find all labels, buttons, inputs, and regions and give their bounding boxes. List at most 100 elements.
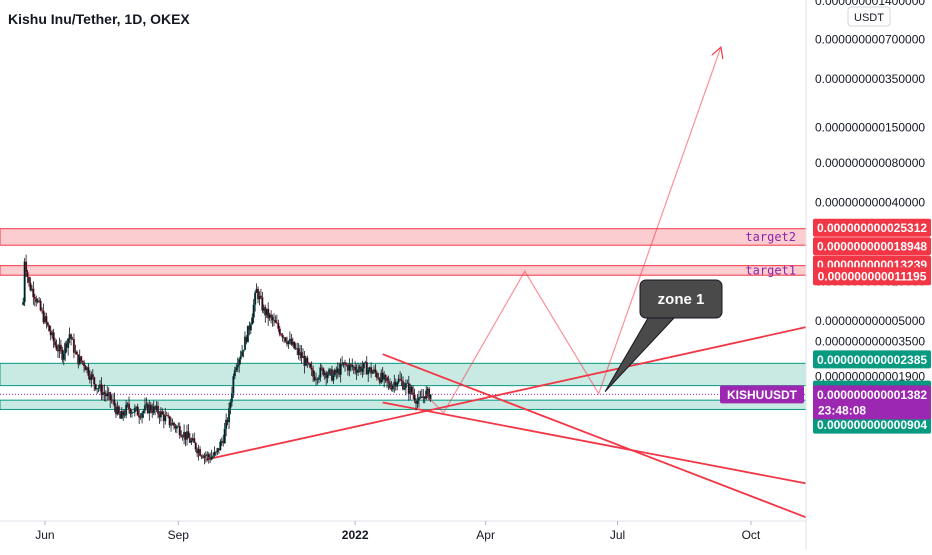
candle-body [300, 351, 303, 359]
candle-body [307, 362, 310, 364]
candle-body [225, 419, 228, 430]
y-tick-label: 0.000000000040000 [815, 196, 925, 210]
candle-body [156, 405, 160, 415]
candle-body [67, 338, 70, 348]
x-tick-label: Apr [476, 528, 495, 542]
candle-body [235, 367, 238, 371]
y-tick-label: 0.000000000080000 [815, 156, 925, 170]
candle-body [267, 308, 270, 319]
candle-body [348, 364, 351, 371]
zone1-callout-box [639, 279, 723, 319]
candle-body [238, 359, 241, 366]
candle-body [193, 438, 196, 443]
time-axis[interactable]: Jun Sep 2022 Apr Jul Oct [35, 521, 761, 542]
support-low-tag-bg [813, 415, 931, 434]
candle-body [161, 411, 164, 415]
candle-body [277, 323, 280, 329]
candle-body [319, 367, 322, 378]
y-tick-label: 0.000000000001900 [815, 369, 925, 383]
candle-body [339, 363, 342, 375]
candle-body [81, 361, 84, 363]
candle-body [310, 367, 313, 370]
candle-body [287, 340, 290, 345]
candles-layer [22, 254, 432, 465]
candle-body [320, 367, 323, 369]
y-tick-label: 0.000000000350000 [815, 72, 925, 86]
candle-body [170, 424, 173, 426]
candle-body [45, 315, 48, 323]
candle-body [326, 374, 329, 379]
candle-body [354, 366, 357, 371]
candle-body [48, 325, 51, 332]
candle-body [133, 407, 136, 413]
candle-body [123, 415, 126, 417]
tag-support-upper-high: 0.000000000002385 [817, 353, 927, 367]
trendline-falling-lower [382, 401, 807, 485]
candle-body [167, 415, 170, 417]
candle-body [293, 341, 296, 349]
candle-body [27, 276, 31, 283]
candle-body [284, 337, 287, 342]
candle-body [313, 376, 316, 381]
x-tick-label: Jul [610, 528, 625, 542]
current-price-tag: 0.000000000001382 [817, 388, 927, 402]
candle-body [149, 404, 152, 412]
candle-body [236, 365, 239, 368]
candle-body [39, 300, 42, 311]
candle-body [417, 397, 420, 401]
projection-path [424, 48, 721, 414]
candle-body [87, 366, 90, 377]
chart-title: Kishu Inu/Tether, 1D, OKEX [8, 11, 190, 27]
candle-body [249, 324, 252, 331]
candle-body [33, 297, 36, 299]
support-low-tag: 0.000000000000904 [817, 418, 927, 432]
candle-body [388, 382, 392, 389]
tag-target1-low: 0.000000000011195 [818, 270, 927, 284]
candle-body [365, 362, 368, 375]
tag-target1-low-bg [813, 267, 931, 286]
candle-body [122, 411, 125, 416]
candle-body [113, 399, 116, 407]
candle-body [55, 345, 58, 350]
candle-body [254, 292, 257, 305]
candle-body [403, 387, 406, 390]
candle-body [199, 448, 202, 456]
candle-body [261, 297, 264, 311]
candle-body [396, 382, 399, 387]
candle-body [172, 422, 176, 426]
candle-body [242, 349, 245, 352]
candle-body [239, 356, 242, 360]
candle-body [213, 451, 216, 456]
candle-body [219, 441, 222, 451]
tag-target2-high: 0.000000000025312 [817, 221, 927, 235]
candle-body [22, 301, 25, 305]
candle-body [297, 348, 300, 356]
candle-body [106, 393, 109, 397]
candle-body [404, 383, 407, 388]
candle-body [132, 412, 135, 414]
candle-body [207, 454, 210, 458]
candle-body [383, 374, 386, 380]
candle-body [80, 356, 83, 362]
candle-body [46, 322, 49, 326]
candle-body [100, 384, 103, 396]
candle-body [75, 351, 78, 355]
candle-body [117, 406, 120, 414]
candle-body [97, 387, 100, 390]
candle-body [328, 369, 331, 375]
candle-body [180, 435, 183, 437]
price-tags: 0.000000000025312 0.000000000018948 0.0000… [720, 218, 931, 434]
candle-body [306, 357, 309, 363]
x-tick-label: Oct [742, 528, 761, 542]
annotation-layer: zone 1 [604, 279, 723, 393]
candle-body [93, 377, 96, 385]
candle-body [332, 375, 335, 381]
candle-body [194, 442, 197, 450]
candle-body [275, 322, 278, 324]
candle-body [94, 384, 97, 390]
candle-body [281, 334, 284, 338]
candle-body [374, 369, 377, 374]
candle-body [91, 374, 94, 378]
candle-body [274, 319, 277, 323]
currency-badge[interactable] [847, 6, 891, 27]
